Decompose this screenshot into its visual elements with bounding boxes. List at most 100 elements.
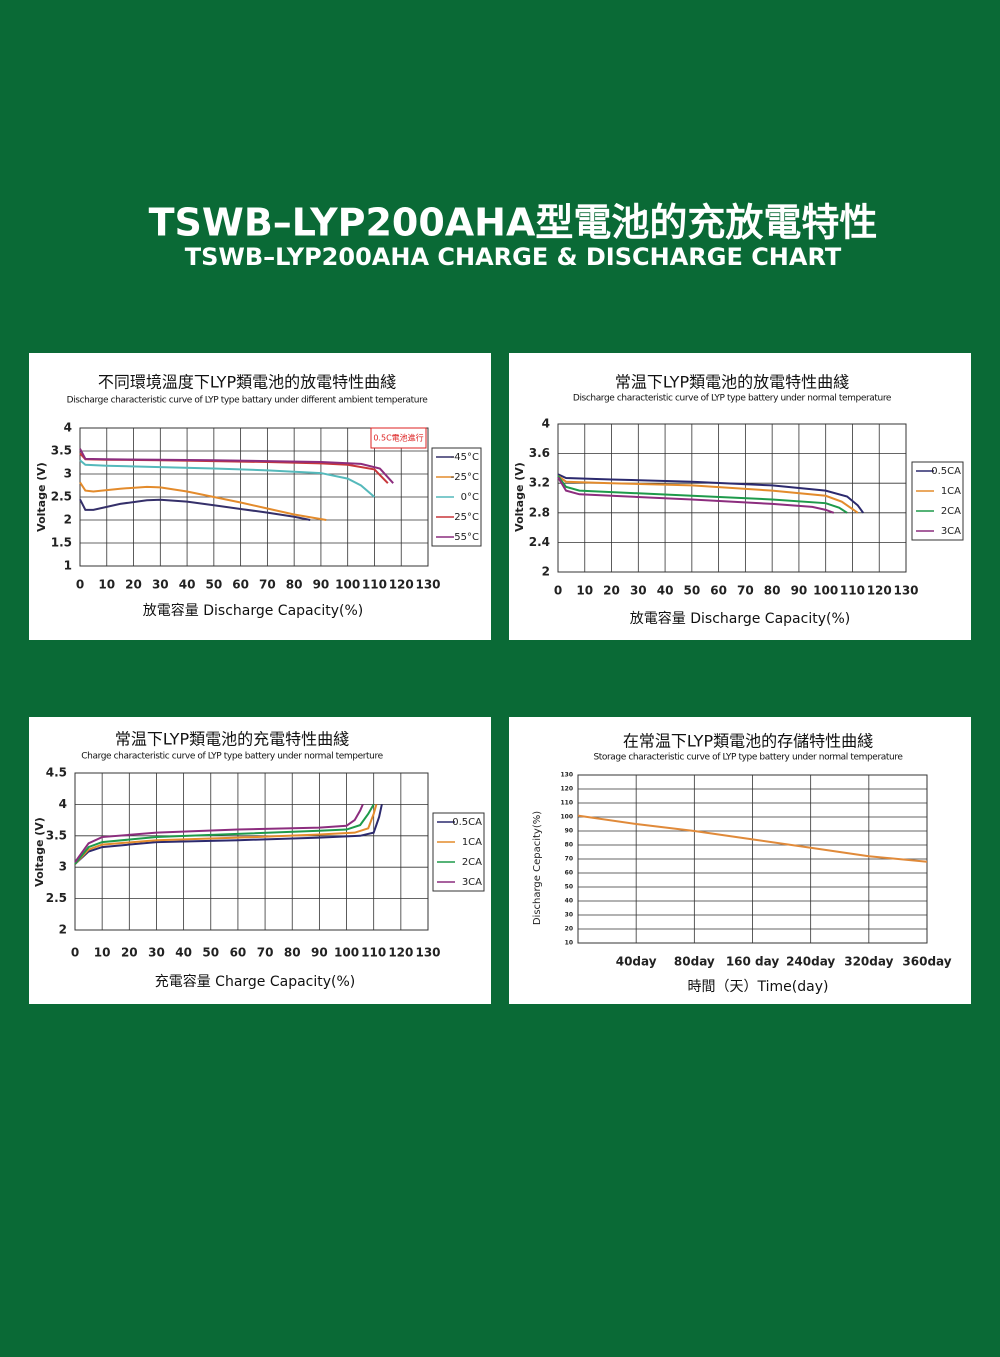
x-tick-label: 240day: [786, 955, 835, 969]
series-line: [557, 476, 835, 514]
x-tick-label: 80: [284, 946, 301, 960]
annotation: 0.5C電池進行: [373, 433, 423, 443]
x-tick-label: 110: [362, 578, 387, 592]
x-tick-label: 40: [179, 578, 196, 592]
x-tick-label: 30: [148, 946, 165, 960]
legend-label: 3CA: [941, 526, 961, 537]
y-tick-label: 3.5: [51, 444, 72, 458]
x-tick-label: 20: [121, 946, 138, 960]
y-tick-label: 60: [565, 870, 573, 877]
x-tick-label: 160 day: [726, 955, 780, 969]
x-tick-label: 60: [232, 578, 249, 592]
legend-label: 25°C: [454, 512, 479, 523]
x-tick-label: 40: [175, 946, 192, 960]
y-tick-label: 3: [64, 467, 72, 481]
panel: [509, 353, 971, 640]
series-line: [74, 804, 364, 863]
legend-label: 2CA: [462, 857, 482, 868]
x-axis-label: 放電容量 Discharge Capacity(%): [143, 602, 363, 619]
legend-label: 2CA: [941, 506, 961, 517]
x-tick-label: 20: [125, 578, 142, 592]
x-tick-label: 110: [361, 946, 386, 960]
x-tick-label: 110: [840, 584, 865, 598]
x-tick-label: 50: [683, 584, 700, 598]
chart-subtitle: Storage characteristic curve of LYP type…: [593, 753, 903, 763]
panel: [29, 353, 491, 640]
y-tick-label: 1: [64, 559, 72, 573]
y-tick-label: 4.5: [46, 766, 67, 780]
series-line: [74, 804, 378, 865]
x-tick-label: 70: [257, 946, 274, 960]
y-tick-label: 3: [59, 860, 67, 874]
x-tick-label: 130: [893, 584, 918, 598]
x-tick-label: 130: [415, 946, 440, 960]
x-tick-label: 60: [230, 946, 247, 960]
y-tick-label: 30: [565, 912, 573, 919]
panel: [29, 717, 491, 1004]
y-tick-label: 2.8: [529, 505, 550, 519]
y-tick-label: 50: [565, 884, 573, 891]
legend-label: 1CA: [941, 486, 961, 497]
x-tick-label: 0: [71, 946, 79, 960]
legend-label: 1CA: [462, 837, 482, 848]
x-tick-label: 0: [76, 578, 84, 592]
series-line: [557, 474, 859, 514]
x-tick-label: 10: [576, 584, 593, 598]
legend-label: -45°C: [451, 452, 479, 463]
chart-title: 常温下LYP類電池的充電特性曲綫: [115, 730, 349, 749]
y-tick-label: 3.5: [46, 828, 67, 842]
y-tick-label: 90: [565, 828, 573, 835]
chart-subtitle: Charge characteristic curve of LYP type …: [81, 752, 383, 762]
x-tick-label: 0: [554, 584, 562, 598]
y-tick-label: 2: [64, 513, 72, 527]
y-tick-label: 130: [560, 772, 573, 779]
x-tick-label: 120: [389, 578, 414, 592]
y-tick-label: 110: [560, 800, 573, 807]
x-axis-label: 充電容量 Charge Capacity(%): [155, 973, 356, 990]
y-axis-label: Voltage (V): [33, 817, 46, 887]
x-tick-label: 80: [286, 578, 303, 592]
y-tick-label: 80: [565, 842, 573, 849]
y-tick-label: 2: [542, 565, 550, 579]
x-tick-label: 360day: [902, 955, 951, 969]
chart-title: 不同環境溫度下LYP類電池的放電特性曲綫: [98, 373, 396, 392]
legend-label: 3CA: [462, 877, 482, 888]
plot-frame: [557, 423, 907, 573]
x-tick-label: 80day: [674, 955, 715, 969]
x-tick-label: 80: [764, 584, 781, 598]
chart-title: 在常温下LYP類電池的存儲特性曲綫: [623, 732, 873, 751]
x-tick-label: 10: [94, 946, 111, 960]
x-tick-label: 70: [259, 578, 276, 592]
page-subtitle: TSWB–LYP200AHA CHARGE & DISCHARGE CHART: [185, 243, 842, 271]
x-tick-label: 120: [867, 584, 892, 598]
series-line: [557, 473, 864, 514]
series-line: [79, 448, 394, 484]
y-tick-label: 3.6: [529, 446, 550, 460]
plot-frame: [79, 427, 429, 567]
series-line: [79, 498, 311, 521]
x-tick-label: 40: [657, 584, 674, 598]
y-tick-label: 2.5: [51, 490, 72, 504]
series-line: [577, 814, 928, 863]
y-axis-label: Discharge Cepacity(%): [532, 811, 543, 925]
series-line: [74, 804, 383, 865]
x-tick-label: 70: [737, 584, 754, 598]
page-title: TSWB–LYP200AHA型電池的充放電特性: [149, 201, 878, 245]
plot-frame: [74, 772, 429, 931]
plot-frame: [577, 774, 928, 944]
y-tick-label: 120: [560, 786, 573, 793]
y-tick-label: 4: [59, 797, 67, 811]
chart-subtitle: Discharge characteristic curve of LYP ty…: [67, 396, 429, 406]
x-tick-label: 100: [335, 578, 360, 592]
y-tick-label: 2: [59, 923, 67, 937]
y-axis-label: Voltage (V): [513, 462, 526, 532]
x-tick-label: 90: [311, 946, 328, 960]
x-tick-label: 100: [813, 584, 838, 598]
x-tick-label: 10: [98, 578, 115, 592]
legend-label: -25°C: [451, 472, 479, 483]
y-tick-label: 4: [64, 421, 72, 435]
y-axis-label: Voltage (V): [35, 462, 48, 532]
x-tick-label: 50: [205, 578, 222, 592]
x-axis-label: 放電容量 Discharge Capacity(%): [630, 610, 850, 627]
